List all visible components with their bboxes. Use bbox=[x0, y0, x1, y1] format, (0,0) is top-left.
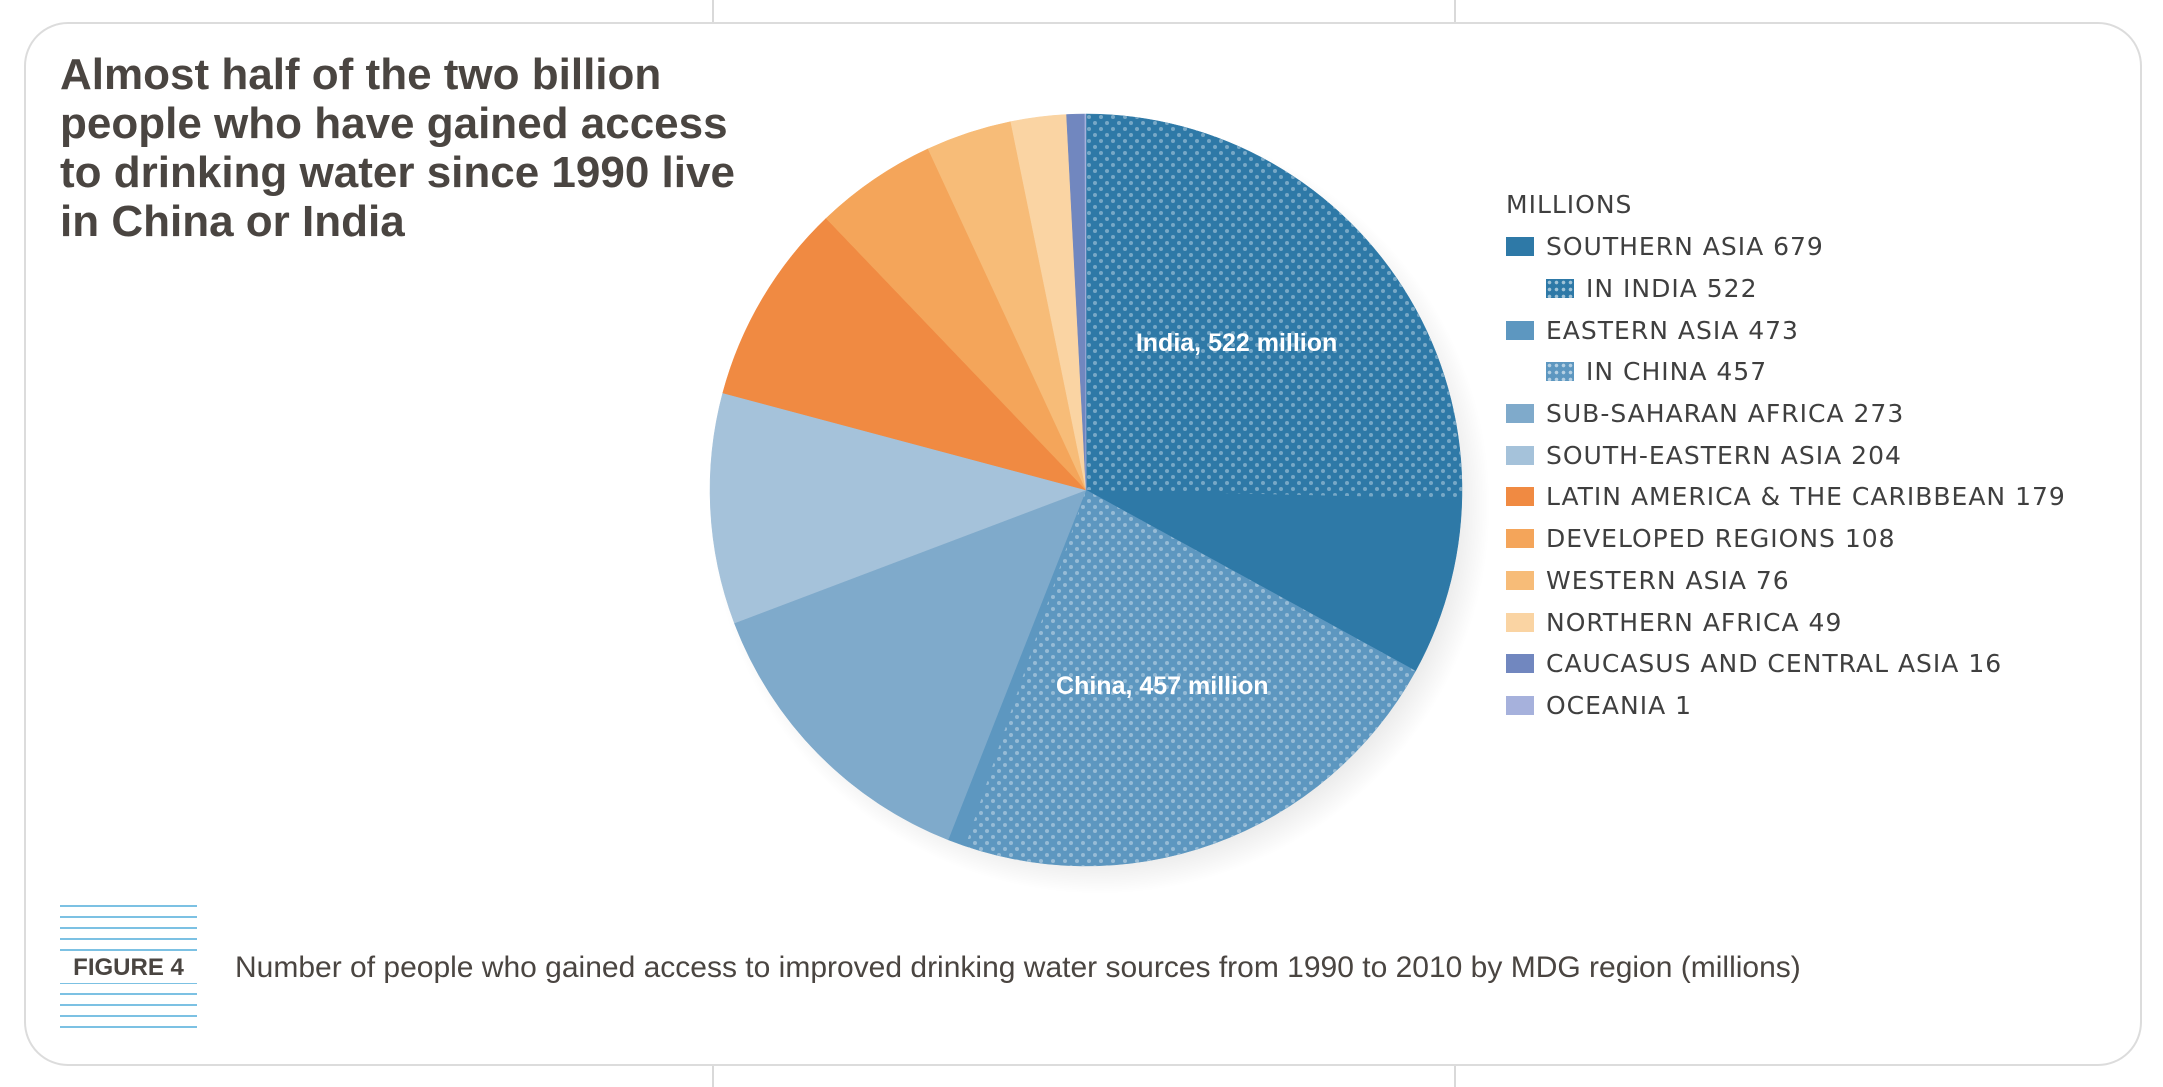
legend-label: IN CHINA 457 bbox=[1586, 357, 1768, 387]
legend-swatch bbox=[1506, 612, 1534, 632]
legend-swatch bbox=[1506, 404, 1534, 424]
fold-line-bottom-right bbox=[1454, 1066, 1456, 1087]
legend-swatch bbox=[1506, 445, 1534, 465]
legend-item-sub-saharan-africa-273: SUB-SAHARAN AFRICA 273 bbox=[1506, 393, 2066, 435]
legend-item-in-china-457: IN CHINA 457 bbox=[1506, 351, 2066, 393]
legend-item-western-asia-76: WESTERN ASIA 76 bbox=[1506, 560, 2066, 602]
chart-legend: MILLIONS SOUTHERN ASIA 679 IN INDIA 522 EA… bbox=[1506, 184, 2066, 726]
annotation-in-india: India, 522 million bbox=[1136, 329, 1337, 357]
legend-swatch bbox=[1506, 570, 1534, 590]
legend-swatch bbox=[1546, 279, 1574, 299]
fold-line-bottom-left bbox=[712, 1066, 714, 1087]
legend-item-developed-regions-108: DEVELOPED REGIONS 108 bbox=[1506, 518, 2066, 560]
pie-subslice-in-india bbox=[1086, 114, 1463, 499]
pie-slice-latin-america-the-caribbean bbox=[722, 217, 1087, 491]
legend-label: OCEANIA 1 bbox=[1546, 690, 1693, 720]
legend-label: DEVELOPED REGIONS 108 bbox=[1546, 524, 1896, 554]
pie-subslice-in-china bbox=[965, 490, 1416, 866]
figure-label: FIGURE 4 bbox=[60, 953, 197, 983]
legend-swatch bbox=[1506, 695, 1534, 715]
legend-swatch bbox=[1506, 654, 1534, 674]
pie-slice-oceania bbox=[1084, 113, 1087, 491]
legend-label: LATIN AMERICA & THE CARIBBEAN 179 bbox=[1546, 482, 2066, 512]
legend-item-eastern-asia-473: EASTERN ASIA 473 bbox=[1506, 309, 2066, 351]
legend-swatch bbox=[1506, 320, 1534, 340]
legend-swatch bbox=[1546, 362, 1574, 382]
legend-label: SOUTHERN ASIA 679 bbox=[1546, 232, 1824, 262]
pie-slice-sub-saharan-africa bbox=[734, 489, 1087, 841]
legend-item-south-eastern-asia-204: SOUTH-EASTERN ASIA 204 bbox=[1506, 434, 2066, 476]
annotation-in-china: China, 457 million bbox=[1056, 672, 1269, 700]
legend-swatch bbox=[1506, 487, 1534, 507]
pie-slice-south-eastern-asia bbox=[709, 392, 1087, 624]
legend-label: SUB-SAHARAN AFRICA 273 bbox=[1546, 399, 1905, 429]
legend-item-latin-america-the-caribbean-179: LATIN AMERICA & THE CARIBBEAN 179 bbox=[1506, 476, 2066, 518]
pie-annotations: India, 522 million China, 457 million bbox=[1056, 329, 1337, 700]
legend-label: EASTERN ASIA 473 bbox=[1546, 315, 1799, 345]
pie-patterns bbox=[965, 114, 1463, 866]
legend-item-in-india-522: IN INDIA 522 bbox=[1506, 268, 2066, 310]
legend-label: NORTHERN AFRICA 49 bbox=[1546, 607, 1843, 637]
legend-item-oceania-1: OCEANIA 1 bbox=[1506, 685, 2066, 727]
legend-label: SOUTH-EASTERN ASIA 204 bbox=[1546, 440, 1902, 470]
legend-label: CAUCASUS AND CENTRAL ASIA 16 bbox=[1546, 649, 2003, 679]
legend-label: IN INDIA 522 bbox=[1586, 274, 1758, 304]
legend-label: WESTERN ASIA 76 bbox=[1546, 565, 1790, 595]
fold-line-top-left bbox=[712, 0, 714, 22]
chart-headline: Almost half of the two billion people wh… bbox=[60, 50, 735, 246]
figure-caption: Number of people who gained access to im… bbox=[235, 951, 1801, 984]
legend-rows: SOUTHERN ASIA 679 IN INDIA 522 EASTERN ASI… bbox=[1506, 226, 2066, 726]
fold-line-top-right bbox=[1454, 0, 1456, 22]
legend-item-caucasus-and-central-asia-16: CAUCASUS AND CENTRAL ASIA 16 bbox=[1506, 643, 2066, 685]
legend-item-southern-asia-679: SOUTHERN ASIA 679 bbox=[1506, 226, 2066, 268]
legend-item-northern-africa-49: NORTHERN AFRICA 49 bbox=[1506, 601, 2066, 643]
legend-title: MILLIONS bbox=[1506, 190, 1633, 219]
legend-swatch bbox=[1506, 529, 1534, 549]
legend-swatch bbox=[1506, 237, 1534, 257]
